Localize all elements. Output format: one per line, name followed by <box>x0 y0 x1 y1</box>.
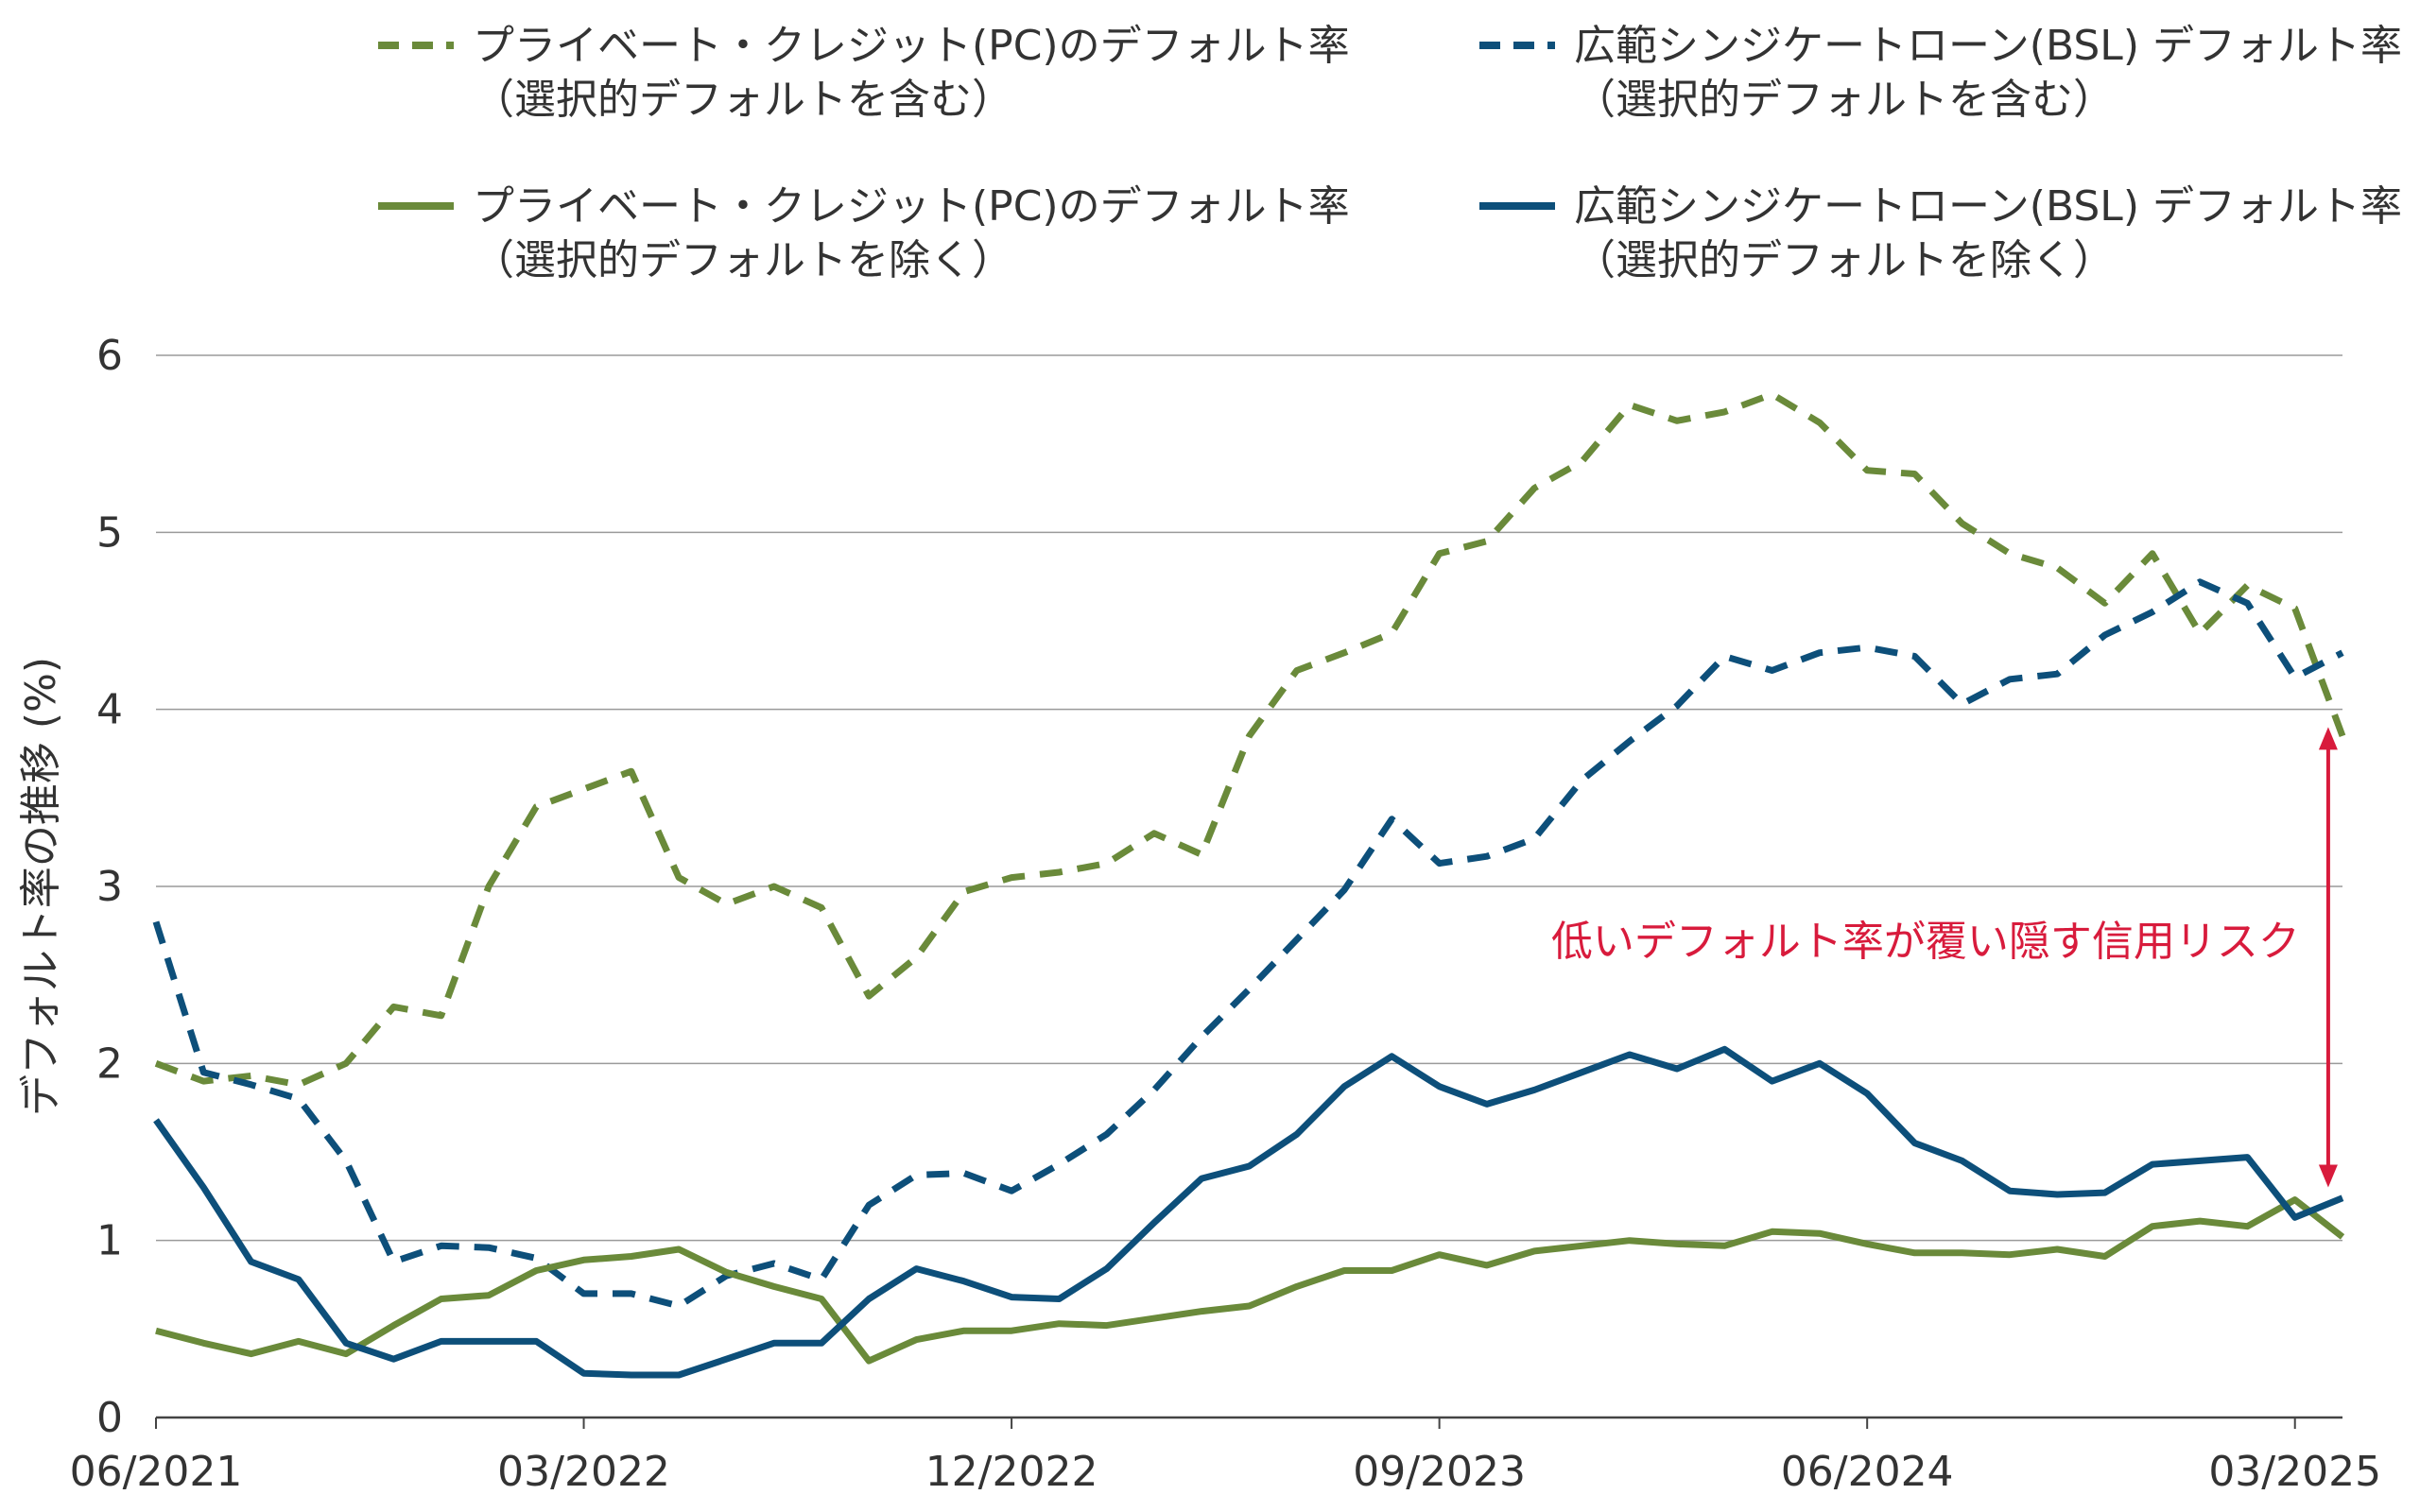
chart-legend: プライベート・クレジット(PC)のデフォルト率（選択的デフォルトを含む）広範シン… <box>378 22 2402 284</box>
y-tick-label: 6 <box>96 332 123 380</box>
series-line-3 <box>155 1196 2345 1365</box>
x-tick-label: 03/2022 <box>497 1448 670 1496</box>
y-axis: 0 1 2 3 4 5 6 <box>96 332 123 1442</box>
legend-label: 広範シンジケートローン(BSL) デフォルト率 <box>1574 182 2402 231</box>
series-layer <box>152 390 2346 1379</box>
legend-label: プライベート・クレジット(PC)のデフォルト率 <box>473 182 1350 231</box>
gridlines <box>156 354 2342 1419</box>
legend-label: プライベート・クレジット(PC)のデフォルト率 <box>473 22 1350 70</box>
legend-label: 広範シンジケートローン(BSL) デフォルト率 <box>1574 22 2402 70</box>
legend-item-1: プライベート・クレジット(PC)のデフォルト率 （選択的デフォルトを含む） <box>378 22 1350 124</box>
legend-sublabel: （選択的デフォルトを含む） <box>1574 76 2115 124</box>
legend-sublabel: （選択的デフォルトを除く） <box>473 236 1013 284</box>
legend-item-2: 広範シンジケートローン(BSL) デフォルト率 （選択的デフォルトを含む） <box>1479 22 2402 124</box>
annotation-arrow-head-top <box>2318 727 2338 750</box>
y-axis-title: デフォルト率の推移 (%) <box>17 657 65 1116</box>
x-tick-label: 09/2023 <box>1353 1448 1526 1496</box>
legend-sublabel: （選択的デフォルトを含む） <box>473 76 1013 124</box>
y-tick-label: 1 <box>96 1217 123 1265</box>
x-tick-label: 06/2021 <box>70 1448 243 1496</box>
y-tick-label: 4 <box>96 686 123 734</box>
x-tick-label: 06/2024 <box>1781 1448 1954 1496</box>
x-axis: 06/2021 03/2022 12/2022 09/2023 06/2024 03/20… <box>70 1418 2381 1496</box>
annotation-label: 低いデフォルト率が覆い隠す信用リスク <box>1551 918 2300 966</box>
legend-sublabel: （選択的デフォルトを除く） <box>1574 236 2115 284</box>
x-tick-label: 12/2022 <box>925 1448 1098 1496</box>
y-tick-label: 5 <box>96 508 123 557</box>
y-tick-label: 2 <box>96 1040 123 1088</box>
series-line-4 <box>153 1045 2344 1379</box>
y-tick-label: 3 <box>96 863 123 911</box>
series-line-2 <box>152 578 2344 1310</box>
series-line-1 <box>154 390 2346 1089</box>
annotation: 低いデフォルト率が覆い隠す信用リスク <box>1551 727 2338 1188</box>
y-tick-label: 0 <box>96 1394 123 1442</box>
x-tick-label: 03/2025 <box>2208 1448 2381 1496</box>
legend-item-3: プライベート・クレジット(PC)のデフォルト率 （選択的デフォルトを除く） <box>378 182 1350 284</box>
legend-item-4: 広範シンジケートローン(BSL) デフォルト率 （選択的デフォルトを除く） <box>1479 182 2402 284</box>
annotation-arrow-head-bottom <box>2318 1164 2338 1188</box>
